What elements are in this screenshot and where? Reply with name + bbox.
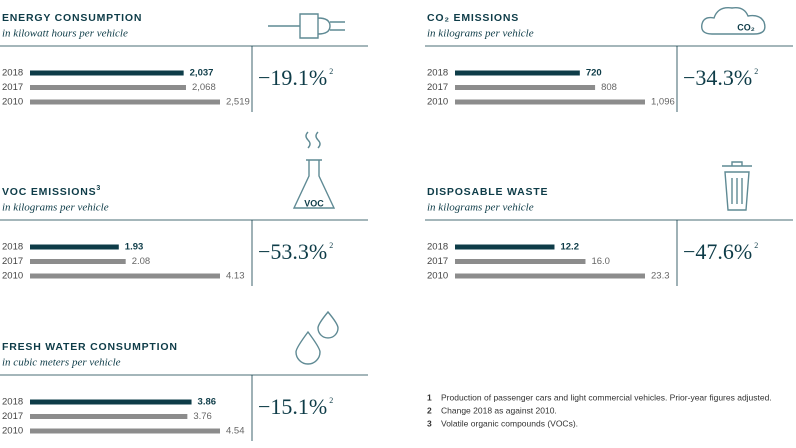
chart-subtitle: in cubic meters per vehicle (2, 357, 121, 369)
change-note: 2 (754, 241, 758, 250)
bar (455, 70, 580, 76)
year-label: 2017 (427, 256, 448, 267)
change-value: −53.3% (258, 239, 327, 264)
bar (30, 85, 186, 90)
bar (30, 244, 119, 250)
change-value: −34.3% (683, 65, 752, 90)
year-label: 2010 (2, 271, 23, 282)
drops-icon (295, 310, 339, 365)
value-label: 12.2 (560, 242, 579, 253)
change-value: −19.1% (258, 65, 327, 90)
value-label: 4.13 (226, 271, 245, 282)
change-label: −15.1% 2 (258, 394, 333, 419)
bar (455, 259, 586, 264)
chart-title-text: VOC EMISSIONS (2, 186, 96, 198)
value-label: 808 (601, 82, 617, 93)
change-label: −47.6% 2 (683, 239, 758, 264)
value-label: 1.93 (125, 242, 143, 253)
bar (30, 428, 220, 434)
year-label: 2010 (2, 426, 23, 437)
icon-label: VOC (304, 198, 324, 208)
value-label: 23.3 (651, 271, 670, 282)
year-label: 2018 (427, 68, 448, 79)
icon-label: CO₂ (737, 22, 755, 32)
change-note: 2 (754, 67, 758, 76)
chart-title: CO₂ EMISSIONS (427, 12, 519, 24)
value-label: 2.08 (132, 256, 151, 267)
chart-title: FRESH WATER CONSUMPTION (2, 341, 178, 353)
value-label: 3.86 (198, 397, 217, 408)
plug-icon (268, 13, 345, 39)
value-label: 16.0 (591, 256, 610, 267)
chart-title: ENERGY CONSUMPTION (2, 12, 142, 24)
trash-icon (722, 161, 752, 211)
chart-subtitle: in kilograms per vehicle (427, 202, 534, 214)
change-label: −34.3% 2 (683, 65, 758, 90)
chart-title: VOC EMISSIONS3 (2, 185, 101, 198)
chart-title-text: ENERGY CONSUMPTION (2, 12, 142, 24)
change-label: −19.1% 2 (258, 65, 333, 90)
year-label: 2017 (2, 256, 23, 267)
change-note: 2 (329, 67, 333, 76)
change-value: −15.1% (258, 394, 327, 419)
bar (30, 99, 220, 105)
bar (30, 414, 188, 419)
chart-subtitle: in kilowatt hours per vehicle (2, 28, 128, 40)
value-label: 2,519 (226, 97, 250, 108)
value-label: 4.54 (226, 426, 245, 437)
bar (455, 244, 555, 250)
year-label: 2018 (2, 68, 23, 79)
year-label: 2010 (427, 271, 448, 282)
year-label: 2010 (427, 97, 448, 108)
year-label: 2017 (427, 82, 448, 93)
value-label: 3.76 (193, 411, 212, 422)
change-note: 2 (329, 396, 333, 405)
flask-icon (292, 131, 336, 209)
chart-title: DISPOSABLE WASTE (427, 186, 548, 198)
change-note: 2 (329, 241, 333, 250)
footnote-text: Production of passenger cars and light c… (441, 392, 772, 402)
bar (30, 259, 126, 264)
cloud-icon (701, 6, 766, 35)
footnote-number: 2 (427, 405, 432, 415)
chart-subtitle: in kilograms per vehicle (427, 28, 534, 40)
footnote-number: 1 (427, 392, 432, 402)
footnote-number: 3 (427, 418, 432, 428)
year-label: 2018 (2, 397, 23, 408)
title-note: 3 (96, 185, 101, 192)
value-label: 720 (586, 68, 602, 79)
footnote-text: Change 2018 as against 2010. (441, 405, 557, 415)
value-label: 1,096 (651, 97, 675, 108)
year-label: 2018 (427, 242, 448, 253)
value-label: 2,068 (192, 82, 216, 93)
value-label: 2,037 (190, 68, 214, 79)
bar (30, 399, 192, 405)
year-label: 2010 (2, 97, 23, 108)
chart-subtitle: in kilograms per vehicle (2, 202, 109, 214)
change-value: −47.6% (683, 239, 752, 264)
bar (30, 273, 220, 279)
year-label: 2018 (2, 242, 23, 253)
year-label: 2017 (2, 82, 23, 93)
bar (455, 99, 645, 105)
year-label: 2017 (2, 411, 23, 422)
bar (30, 70, 184, 76)
change-label: −53.3% 2 (258, 239, 333, 264)
chart-title-text: CO₂ EMISSIONS (427, 12, 519, 24)
chart-title-text: FRESH WATER CONSUMPTION (2, 341, 178, 353)
bar (455, 273, 645, 279)
bar (455, 85, 596, 90)
footnote-text: Volatile organic compounds (VOCs). (441, 418, 578, 428)
chart-title-text: DISPOSABLE WASTE (427, 186, 548, 198)
